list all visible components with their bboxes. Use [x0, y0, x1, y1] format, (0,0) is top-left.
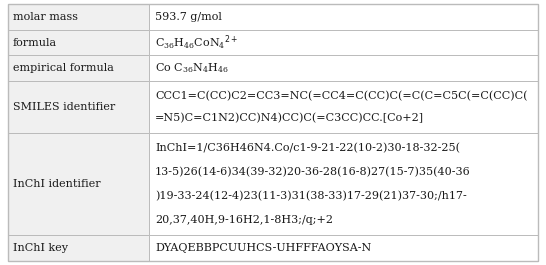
Text: 20,37,40H,9-16H2,1-8H3;/q;+2: 20,37,40H,9-16H2,1-8H3;/q;+2: [155, 215, 333, 225]
Bar: [8, 30, 149, 55]
Text: DYAQEBBPCUUHCS-UHFFFAOYSA-N: DYAQEBBPCUUHCS-UHFFFAOYSA-N: [155, 243, 371, 253]
Bar: [8, 4, 149, 30]
Text: InChI identifier: InChI identifier: [13, 179, 100, 189]
Text: InChI=1/C36H46N4.Co/c1-9-21-22(10-2)30-18-32-25(: InChI=1/C36H46N4.Co/c1-9-21-22(10-2)30-1…: [155, 143, 460, 153]
Text: empirical formula: empirical formula: [13, 63, 114, 73]
Bar: [149, 55, 538, 81]
Bar: [149, 132, 538, 235]
Text: $\mathregular{C_{36}H_{46}CoN_4}$$^{2+}$: $\mathregular{C_{36}H_{46}CoN_4}$$^{2+}$: [155, 33, 239, 52]
Text: SMILES identifier: SMILES identifier: [13, 102, 115, 112]
Text: molar mass: molar mass: [13, 12, 78, 22]
Bar: [8, 55, 149, 81]
Bar: [8, 81, 149, 132]
Text: formula: formula: [13, 38, 57, 47]
Bar: [149, 81, 538, 132]
Bar: [8, 235, 149, 261]
Bar: [149, 30, 538, 55]
Bar: [149, 235, 538, 261]
Bar: [149, 4, 538, 30]
Text: $\mathregular{Co\ C_{36}N_4H_{46}}$: $\mathregular{Co\ C_{36}N_4H_{46}}$: [155, 61, 229, 75]
Text: InChI key: InChI key: [13, 243, 68, 253]
Text: 593.7 g/mol: 593.7 g/mol: [155, 12, 222, 22]
Text: CCC1=C(CC)C2=CC3=NC(=CC4=C(CC)C(=C(C=C5C(=C(CC)C(: CCC1=C(CC)C2=CC3=NC(=CC4=C(CC)C(=C(C=C5C…: [155, 90, 527, 101]
Text: =N5)C=C1N2)CC)N4)CC)C(=C3CC)CC.[Co+2]: =N5)C=C1N2)CC)N4)CC)C(=C3CC)CC.[Co+2]: [155, 113, 424, 123]
Bar: [8, 132, 149, 235]
Text: 13-5)26(14-6)34(39-32)20-36-28(16-8)27(15-7)35(40-36: 13-5)26(14-6)34(39-32)20-36-28(16-8)27(1…: [155, 167, 471, 177]
Text: )19-33-24(12-4)23(11-3)31(38-33)17-29(21)37-30;/h17-: )19-33-24(12-4)23(11-3)31(38-33)17-29(21…: [155, 191, 467, 201]
